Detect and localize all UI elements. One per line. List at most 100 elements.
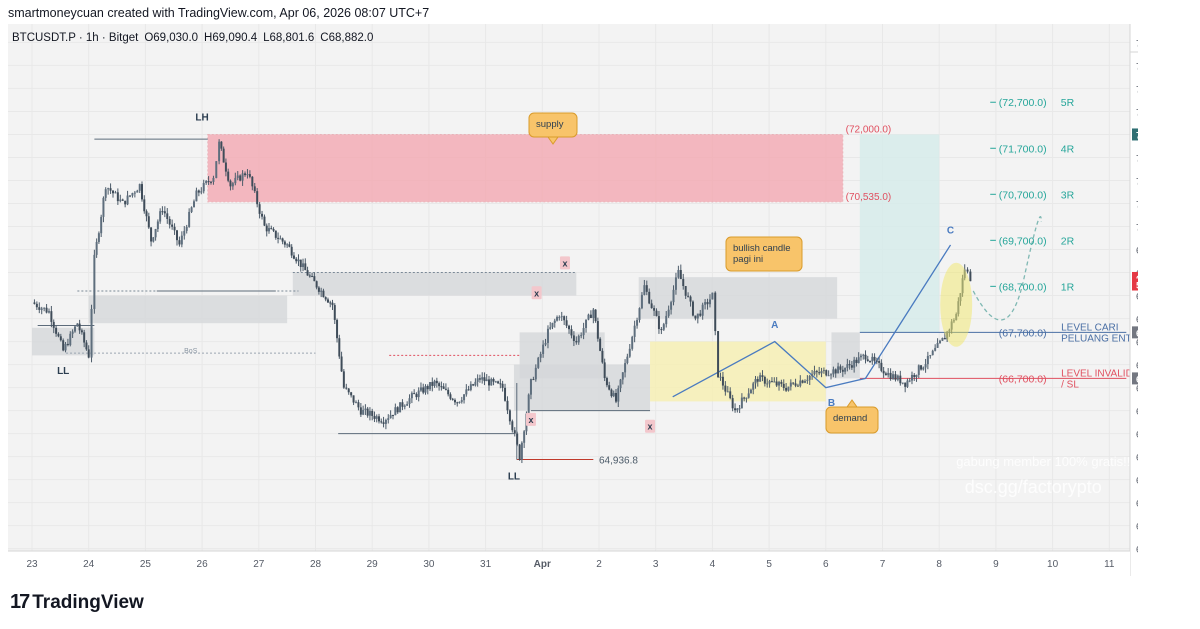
time-tick: 5: [766, 559, 772, 570]
candle-body: [426, 386, 429, 390]
candle-body: [745, 397, 748, 399]
candle-body: [66, 343, 69, 346]
candle-body: [150, 227, 153, 242]
candle-body: [596, 321, 599, 339]
level-r-label: 3R: [1061, 189, 1075, 201]
candle-body: [592, 309, 595, 318]
candle-body: [648, 291, 651, 304]
candle-body: [308, 275, 311, 277]
structure-lines-layer: [37, 101, 1127, 461]
tradingview-brand[interactable]: 17 TradingView: [10, 591, 144, 614]
level-price-label: (67,700.0): [999, 327, 1047, 339]
candle-body: [717, 331, 720, 378]
candle-body: [660, 329, 663, 331]
candle-body: [451, 398, 454, 400]
candle-body: [433, 380, 436, 386]
tradingview-logo-icon: 17: [10, 591, 30, 613]
time-tick: 4: [710, 559, 716, 570]
candle-body: [948, 329, 951, 332]
candle-body: [687, 295, 690, 297]
candle-body: [143, 199, 146, 212]
sweep-marker-bg: [525, 412, 536, 426]
time-tick: 25: [140, 559, 152, 570]
candle-body: [612, 392, 615, 397]
chart-canvas[interactable]: LH LL LL BoS A B Cx x x x 64,936.8 (72,000.0) (70,53…: [8, 24, 1196, 576]
zone-range-high-1: [88, 295, 288, 324]
legend-close: C68,882.0: [320, 32, 373, 44]
candle-body: [801, 380, 804, 383]
candle-body: [763, 376, 766, 384]
price-tick: 68,000.0: [1136, 315, 1138, 326]
time-tick: 28: [310, 559, 322, 570]
candle-body: [670, 302, 673, 310]
candle-body: [95, 241, 98, 255]
candle-body: [224, 162, 227, 172]
candle-body: [708, 299, 711, 305]
candle-body: [178, 240, 181, 245]
callout-text: bullish candle: [733, 243, 791, 254]
candle-body: [469, 384, 472, 390]
candle-body: [55, 327, 58, 334]
legend-high: H69,090.4: [204, 32, 258, 44]
candle-body: [871, 356, 874, 362]
candle-body: [338, 338, 341, 357]
candle-body: [766, 383, 769, 385]
candle-body: [292, 255, 295, 259]
candle-body: [966, 269, 969, 272]
candle-body: [887, 372, 890, 376]
candle-body: [775, 381, 778, 386]
candle-body: [511, 421, 514, 431]
candle-body: [80, 330, 83, 333]
candle-body: [85, 342, 88, 350]
candle-body: [396, 407, 399, 413]
candle-body: [438, 383, 441, 387]
zones-layer: [32, 133, 940, 411]
candle-body: [126, 195, 129, 205]
candle-body: [497, 381, 500, 384]
candle-body: [431, 382, 434, 386]
candle-body: [145, 211, 148, 217]
sweep-marker-bg: [531, 286, 542, 300]
candle-body: [808, 375, 811, 380]
candle-body: [539, 353, 542, 358]
time-tick: Apr: [534, 559, 551, 570]
candle-body: [350, 392, 353, 396]
candle-body: [518, 444, 521, 460]
candle-body: [587, 314, 590, 320]
candle-body: [827, 375, 830, 377]
candle-body: [371, 410, 374, 416]
candle-body: [832, 369, 835, 375]
candle-body: [256, 191, 259, 205]
candle-body: [43, 307, 46, 309]
candle-body: [40, 308, 43, 310]
candle-body: [38, 307, 41, 310]
candle-body: [326, 299, 329, 303]
candle-body: [171, 224, 174, 227]
candle-body: [265, 225, 268, 232]
candles-layer: [33, 139, 972, 464]
candle-body: [57, 333, 60, 337]
time-axis-bg: [8, 551, 1130, 576]
candle-body: [202, 183, 205, 192]
candle-body: [136, 190, 139, 193]
candle-body: [657, 316, 660, 330]
candle-body: [362, 409, 365, 415]
candle-body: [76, 323, 79, 327]
candle-body: [215, 161, 218, 178]
candle-body: [180, 235, 183, 245]
candle-body: [102, 197, 105, 217]
candle-body: [345, 387, 348, 389]
candle-body: [429, 382, 432, 390]
candle-body: [231, 183, 234, 187]
candle-body: [359, 407, 362, 415]
sweep-marker: x: [648, 422, 653, 432]
candle-body: [422, 387, 425, 393]
candle-body: [33, 302, 36, 304]
candle-body: [608, 385, 611, 390]
level-price-label: (70,700.0): [999, 189, 1047, 201]
candle-body: [605, 378, 608, 386]
candle-body: [889, 372, 892, 380]
candle-body: [882, 370, 885, 374]
